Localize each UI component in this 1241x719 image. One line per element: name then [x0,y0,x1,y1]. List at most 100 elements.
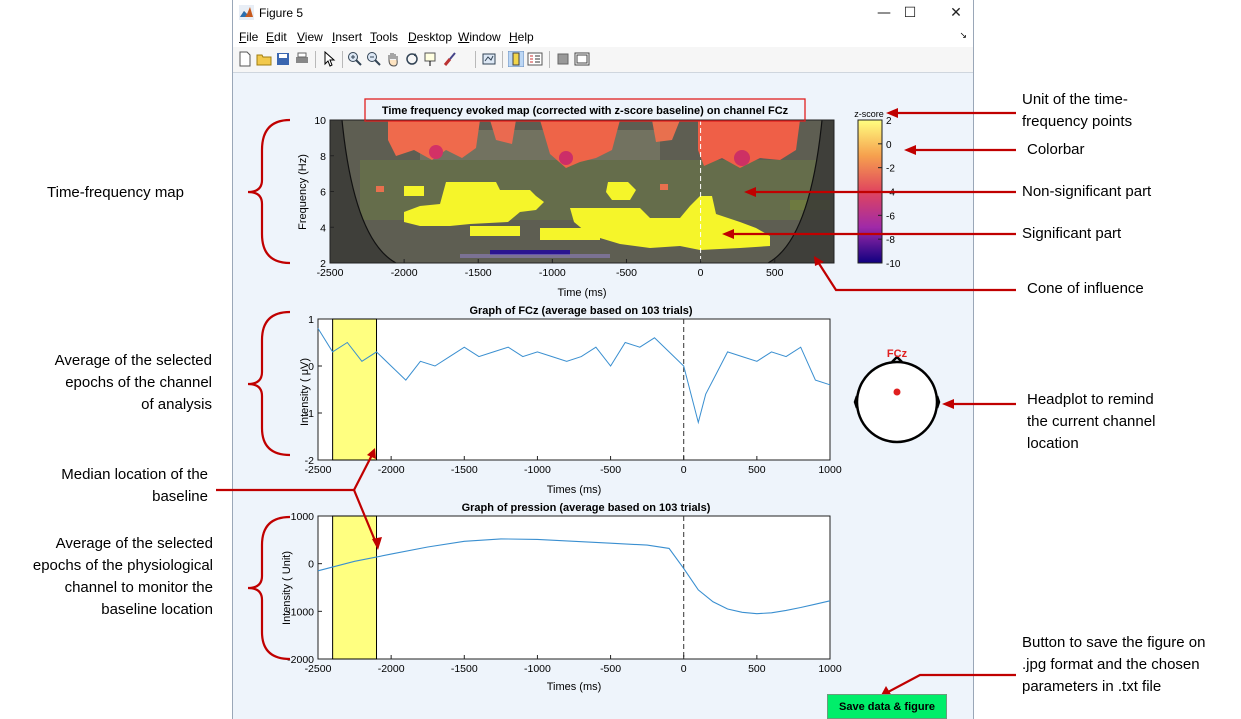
toolbar [233,47,973,73]
print-icon[interactable] [294,51,310,67]
colorbar-tick-label: -2 [886,164,895,175]
menu-window[interactable]: Window [458,30,501,44]
toolbar-separator [475,51,476,68]
save-data-figure-button[interactable]: Save data & figure [827,694,947,719]
menu-insert[interactable]: Insert [332,30,363,44]
eeg-signal-line [317,328,831,425]
new-figure-icon[interactable] [237,51,253,67]
arrowhead [722,229,734,239]
colorbar-tick-label: 2 [886,116,892,127]
tf-significant-region [540,228,600,240]
eeg-x-tick-label: 500 [748,464,766,476]
tf-x-label: Time (ms) [557,287,606,299]
menu-file[interactable]: File [239,30,259,44]
eeg-y-tick-label: 0 [308,361,314,373]
hide-tools-icon[interactable] [555,51,571,67]
toolbar-separator [315,51,316,68]
tf-significant-region [404,182,544,226]
annotation-nonsig: Non-significant part [1022,183,1152,200]
tf_map-x-tick-label: 500 [766,267,784,279]
tf-blob [490,250,570,255]
eeg-x-label: Times (ms) [547,484,602,496]
annotation-save-button: Button to save the figure on .jpg format… [1022,634,1206,695]
colorbar-tick-label: -6 [886,211,895,222]
zoom-out-icon[interactable] [366,51,382,67]
annotation-colorbar: Colorbar [1027,141,1085,158]
pression-x-tick-label: 500 [748,663,766,675]
tf-blob [376,186,384,192]
colorbar-label: z-score [854,109,884,119]
eeg-baseline-window [332,318,378,461]
tf-blob [460,254,610,258]
pointer-icon[interactable] [321,51,337,67]
maximize-button[interactable]: ☐ [903,5,917,21]
cone-of-influence-line [767,120,823,263]
tf-map-axes: -2500 -2000 -1500 -1000 -500 0 500 2 4 6 8 10 Time… [297,98,835,299]
tf_map-x-tick-label: -1500 [465,267,492,279]
menu-desktop[interactable]: Desktop [408,30,453,44]
matlab-icon [239,5,254,20]
eeg-x-tick-label: -2500 [305,464,332,476]
annotation-avg-phys: Average of the selected epochs of the ph… [32,535,213,618]
toolbar-separator [342,51,343,68]
eeg-y-ticks: 1 0 -1 -2 [305,314,322,467]
arrow-save-button [887,673,1016,693]
dock-arrow-icon[interactable]: ↘ [959,30,967,40]
pression-x-label: Times (ms) [547,681,602,693]
link-icon[interactable] [481,51,497,67]
eeg-title: Graph of FCz (average based on 103 trial… [469,305,692,317]
pression-x-tick-label: 1000 [818,663,842,675]
tf-significant-region [470,226,520,236]
tf_map-x-tick-label: 0 [698,267,704,279]
tf-blob [660,184,668,190]
dock-icon[interactable] [574,51,590,67]
minimize-button[interactable]: — [877,5,891,21]
data-cursor-icon[interactable] [423,51,439,67]
eeg-x-tick-label: 1000 [818,464,842,476]
head-ear-left [853,395,859,409]
pan-icon[interactable] [385,51,401,67]
save-icon[interactable] [275,51,291,67]
headplot-channel-label: FCz [887,348,908,360]
tf_map-x-tick-label: -2000 [391,267,418,279]
head-ear-right [935,395,941,409]
menu-tools[interactable]: Tools [370,30,399,44]
headplot: FCz [853,348,941,444]
close-button[interactable]: ✕ [950,5,962,21]
annotation-cone: Cone of influence [1027,280,1144,297]
tf-x-ticks: -2500 -2000 -1500 -1000 -500 0 500 [317,259,784,279]
rotate-icon[interactable] [404,51,420,67]
eeg-x-tick-label: 0 [681,464,687,476]
tf-blob [698,120,800,168]
annotation-tf-map: Time-frequency map [47,184,184,201]
pression-y-tick-label: -2000 [287,654,314,666]
eeg-y-tick-label: -1 [305,408,314,420]
tf-blob [490,120,516,144]
tf-y-label: Frequency (Hz) [297,154,309,230]
colorbar-toggle-icon[interactable] [508,51,524,67]
tf-blob [559,151,573,165]
annotation-sig: Significant part [1022,225,1122,242]
title-bar: Figure 5 — ☐ ✕ [233,0,973,27]
tf-map-title: Time frequency evoked map (corrected wit… [382,105,789,117]
bracket-pression [247,515,291,661]
zoom-in-icon[interactable] [347,51,363,67]
eeg-y-label: Intensity ( μV) [299,358,311,426]
cone-of-influence-line [341,120,397,263]
annotation-median-baseline: Median location of the baseline [61,466,208,505]
annotation-marks [216,111,1016,693]
arrowhead [372,537,382,550]
tf_map-y-tick-label: 6 [320,187,326,199]
menu-edit[interactable]: Edit [266,30,287,44]
brush-icon[interactable] [442,51,458,67]
pression-x-tick-label: -500 [600,663,621,675]
pression-y-tick-label: 0 [308,559,314,571]
pression-x-tick-label: -2500 [305,663,332,675]
window-title: Figure 5 [259,6,304,20]
menu-help[interactable]: Help [509,30,534,44]
menu-view[interactable]: View [297,30,323,44]
open-file-icon[interactable] [256,51,272,67]
legend-toggle-icon[interactable] [527,51,543,67]
pression-y-tick-label: -1000 [287,606,314,618]
colorbar-tick-label: 0 [886,140,892,151]
